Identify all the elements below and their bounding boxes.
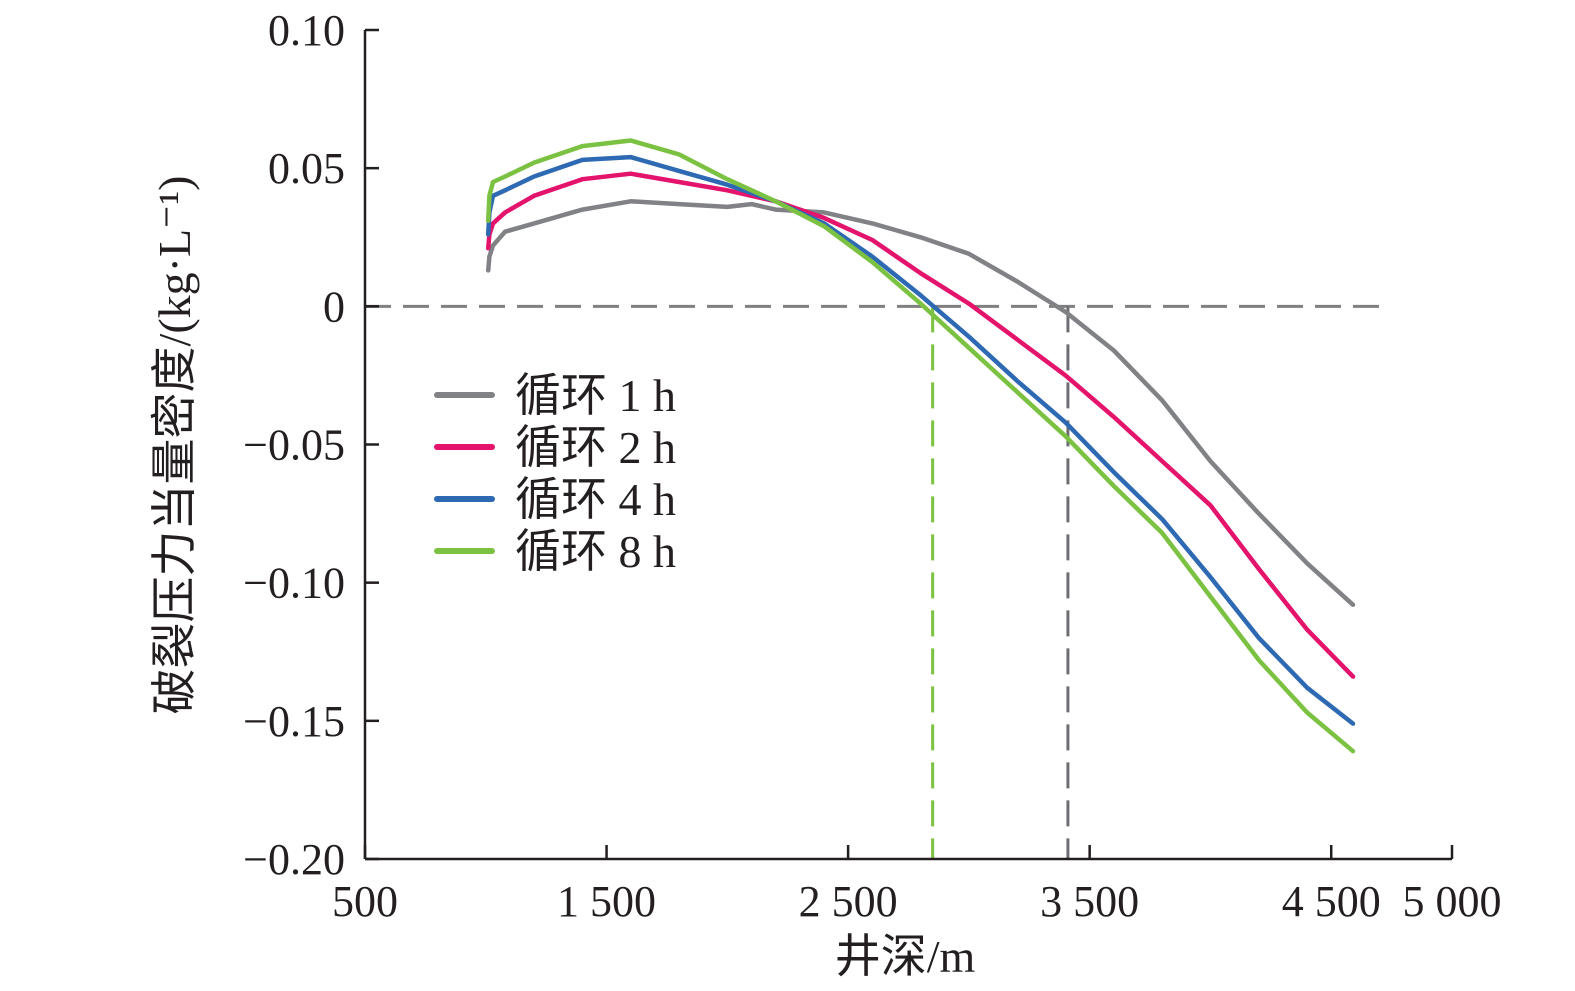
x-tick-label: 3 500	[1040, 877, 1139, 926]
legend-label: 循环 4 h	[515, 474, 676, 525]
legend-label: 循环 2 h	[515, 422, 676, 473]
y-tick-label: −0.15	[243, 697, 345, 746]
series-group	[485, 138, 1356, 754]
y-tick-label: 0.05	[268, 144, 345, 193]
x-tick-label: 1 500	[557, 877, 656, 926]
legend-label: 循环 1 h	[515, 370, 676, 421]
y-tick-label: 0	[323, 282, 345, 331]
series-line-2	[485, 171, 1356, 679]
x-tick-label: 4 500	[1282, 877, 1381, 926]
series-line-3	[485, 154, 1356, 726]
x-tick-label: 5 000	[1403, 877, 1502, 926]
y-tick-label: 0.10	[268, 6, 345, 55]
x-tick-label: 2 500	[799, 877, 898, 926]
legend: 循环 1 h循环 2 h循环 4 h循环 8 h	[434, 370, 676, 577]
y-tick-label: −0.20	[243, 835, 345, 884]
series-line-4	[485, 138, 1356, 754]
legend-label: 循环 8 h	[515, 526, 676, 577]
y-tick-label: −0.10	[243, 559, 345, 608]
y-axis-label: 破裂压力当量密度/(kg·L⁻¹)	[149, 176, 200, 715]
reference-lines	[365, 304, 1382, 859]
x-tick-label: 500	[332, 877, 398, 926]
y-tick-label: −0.05	[243, 421, 345, 470]
x-axis-label: 井深/m	[835, 931, 976, 982]
